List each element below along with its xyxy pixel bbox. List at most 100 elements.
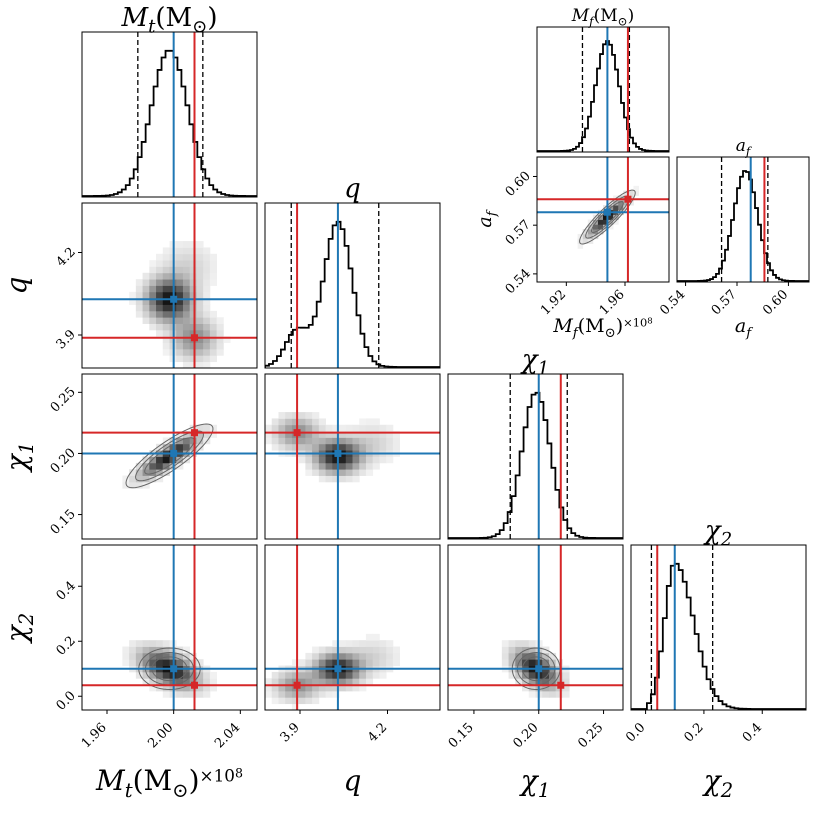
main-density-cell — [196, 671, 204, 679]
main-density-cell — [345, 671, 353, 679]
main-ytick-label-chi2-1: 0.2 — [54, 633, 79, 658]
main-density-cell — [149, 684, 157, 692]
main-panel-frame — [81, 202, 258, 369]
main-density-cell — [312, 412, 320, 419]
inset-density-cell — [633, 185, 639, 192]
main-density-cell — [182, 279, 191, 286]
main-density-cell — [196, 690, 204, 698]
main-density-cell — [278, 431, 286, 438]
inset-panel-frame — [676, 156, 810, 283]
main-density-cell — [318, 469, 326, 476]
main-density-cell — [318, 659, 326, 666]
main-density-cell — [332, 646, 340, 654]
main-density-cell — [122, 481, 130, 489]
main-density-cell — [149, 298, 157, 305]
main-density-cell — [196, 678, 204, 686]
main-density-cell — [291, 424, 300, 432]
main-density-cell — [203, 424, 211, 432]
main-density-cell — [325, 475, 333, 483]
main-density-cell — [278, 418, 286, 426]
main-panel-chi1-chi1 — [447, 373, 624, 540]
main-ytick-label-chi2-0: 0.0 — [54, 688, 79, 713]
main-density-cell — [209, 678, 218, 686]
main-density-cell — [203, 310, 211, 318]
main-density-cell — [312, 431, 320, 438]
main-density-cell — [209, 424, 218, 432]
main-density-cell — [305, 652, 313, 660]
main-density-cell — [325, 678, 333, 686]
main-xtick-label-chi1-2: 0.25 — [575, 720, 606, 751]
main-density-cell — [265, 678, 273, 686]
main-density-cell — [291, 418, 300, 426]
main-density-cell — [305, 418, 313, 426]
main-density-cell — [345, 462, 353, 470]
main-density-cell — [345, 431, 353, 438]
main-density-cell — [522, 684, 530, 692]
main-density-cell — [216, 342, 224, 350]
main-corner-grid: 3.9 4.2 0.15 0.20 0.25 1.96 2.00 2.04 0.0 0.2 0.4 3… — [0, 3, 807, 802]
main-truth-marker — [334, 449, 342, 457]
main-panel-content — [265, 203, 440, 368]
main-density-cell — [209, 684, 218, 692]
main-density-cell — [196, 266, 204, 274]
main-density-cell — [359, 456, 367, 464]
inset-xtick-label-Mf-0: 1.92 — [538, 287, 569, 318]
main-density-cell — [189, 348, 197, 356]
main-density-cell — [176, 348, 184, 356]
main-estimate-marker — [191, 429, 198, 437]
main-density-cell — [298, 697, 306, 705]
main-density-cell — [291, 690, 300, 698]
main-density-cell — [392, 437, 401, 445]
main-density-cell — [312, 424, 320, 432]
main-density-cell — [203, 298, 211, 305]
main-density-cell — [162, 285, 170, 293]
main-density-cell — [135, 640, 143, 647]
main-density-cell — [189, 266, 197, 274]
main-density-cell — [379, 640, 387, 647]
main-density-cell — [318, 443, 326, 451]
main-density-cell — [522, 671, 530, 679]
main-density-cell — [312, 697, 320, 705]
main-density-cell — [203, 336, 211, 344]
main-density-cell — [365, 640, 374, 647]
main-density-cell — [189, 253, 197, 261]
inset-density-cell — [582, 229, 589, 235]
main-density-cell — [325, 462, 333, 470]
main-density-cell — [332, 659, 340, 666]
main-density-cell — [312, 462, 320, 470]
main-panel-chi2-q: 3.9 4.2 — [264, 544, 441, 745]
main-density-cell — [182, 317, 191, 324]
inset-xlabel-Mf: Mf(M⊙)×108 — [552, 315, 652, 341]
main-density-cell — [176, 323, 184, 331]
main-density-cell — [359, 431, 367, 438]
main-density-cell — [162, 323, 170, 331]
main-density-cell — [359, 469, 367, 476]
main-density-cell — [135, 304, 143, 312]
main-density-cell — [318, 475, 326, 483]
main-density-cell — [278, 678, 286, 686]
main-density-cell — [542, 690, 550, 698]
main-density-cell — [352, 443, 360, 451]
main-density-cell — [176, 304, 184, 312]
main-density-cell — [196, 253, 204, 261]
main-density-cell — [189, 329, 197, 337]
main-density-cell — [365, 633, 374, 641]
main-density-cell — [156, 291, 164, 299]
main-density-cell — [162, 659, 170, 666]
main-density-cell — [149, 310, 157, 318]
main-density-cell — [189, 241, 197, 248]
main-xtick-label-chi1-1: 0.20 — [510, 720, 541, 751]
main-density-cell — [332, 678, 340, 686]
main-density-cell — [305, 659, 313, 666]
main-estimate-marker — [557, 681, 565, 689]
main-density-cell — [365, 437, 374, 445]
inset-density-cell — [597, 224, 604, 230]
main-density-cell — [522, 640, 530, 647]
main-density-cell — [298, 437, 306, 445]
main-density-cell — [196, 260, 204, 267]
main-density-cell — [339, 671, 347, 679]
main-density-cell — [325, 469, 333, 476]
main-density-cell — [332, 424, 340, 432]
main-density-cell — [176, 241, 184, 248]
